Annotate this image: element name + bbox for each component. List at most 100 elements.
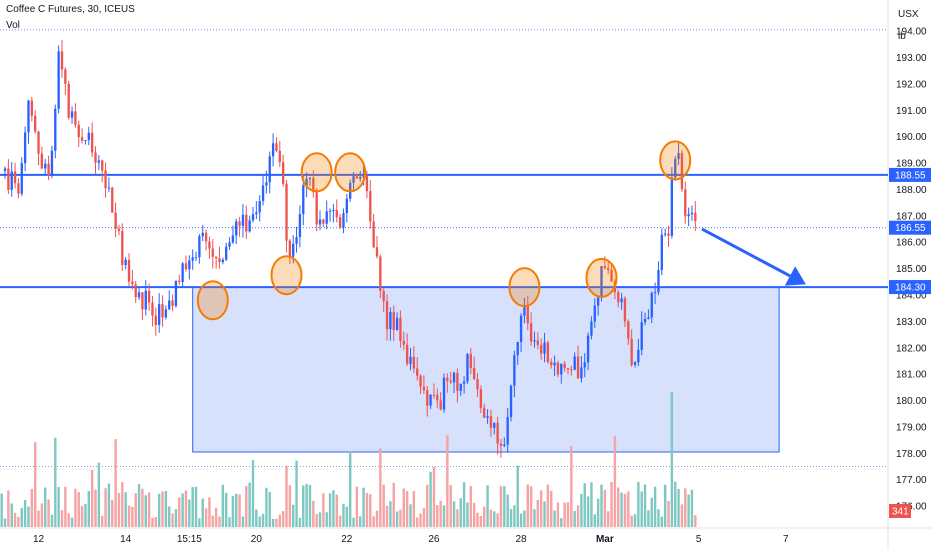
volume-bar [650,497,653,527]
highlight-circle[interactable] [585,257,618,298]
volume-bar [151,517,154,527]
volume-bar [268,492,271,527]
volume-bar [596,498,600,527]
volume-indicator-label[interactable]: Vol [6,20,20,31]
highlight-circle[interactable] [300,152,333,193]
candle-body [318,219,322,225]
volume-bar [23,499,27,527]
price-tick-label: 179.00 [896,422,927,433]
candle-body [459,383,462,391]
volume-bar [47,499,50,527]
highlight-circle[interactable] [270,255,303,296]
currency-label[interactable]: USX [898,9,919,20]
volume-bar [121,482,124,527]
volume-bar [44,487,47,527]
symbol-title[interactable]: Coffee C Futures, 30, ICEUS [6,4,135,15]
volume-bar [204,508,208,527]
volume-bar [127,505,131,527]
price-tick-label: 184.00 [896,290,927,301]
candle-body [516,342,519,356]
highlight-circle[interactable] [334,152,367,193]
time-axis[interactable]: 12 14 15:15 20 22 26 28 Mar 5 7 [33,534,789,545]
projection-arrow-line[interactable] [701,227,791,278]
demand-zone-rectangle[interactable] [192,286,780,453]
candle-body [231,235,235,243]
candle-body [191,257,194,261]
candle-body [111,187,114,213]
candle-body [385,301,389,330]
candle-body [178,280,181,283]
volume-bar [519,513,523,527]
candle-body [121,231,124,266]
volume-bar [670,392,674,527]
projection-arrow-head[interactable] [784,266,806,286]
candle-body [228,242,231,247]
candle-body [660,234,663,271]
candle-body [489,416,493,428]
highlight-circle[interactable] [508,267,541,308]
price-tick-label: 194.00 [896,27,927,38]
candle-body [556,362,560,375]
volume-bar [529,486,533,527]
volume-bar [285,465,288,527]
time-tick-label: 22 [341,534,353,545]
volume-bar [576,505,580,527]
candle-body [201,232,204,237]
candle-body [382,290,385,302]
candle-body [214,256,218,259]
volume-bar [117,493,121,527]
volume-bar [546,484,550,527]
volume-bar [550,490,553,527]
volume-bar [684,488,687,527]
candle-body [375,247,379,257]
time-tick-label: 14 [120,534,132,545]
highlight-circle[interactable] [659,140,692,181]
volume-bar [235,493,238,527]
volume-bar [422,507,426,527]
candle-body [640,322,643,350]
volume-bar [77,492,80,527]
volume-bar [603,489,607,527]
volume-bar [583,483,586,527]
candle-body [543,342,546,354]
volume-bar [419,513,422,527]
candle-body [174,280,178,306]
candle-body [596,297,600,306]
volume-bar [379,448,382,527]
volume-bar [251,460,255,527]
candle-body [439,400,442,410]
candle-body [161,304,164,318]
candle-body [519,315,523,343]
price-tick-label: 186.00 [896,238,927,249]
candle-body [238,221,241,226]
candle-body [566,368,570,370]
candle-body [553,362,556,366]
candle-body [550,361,553,366]
candle-body [80,137,84,141]
candlestick-series [3,39,697,458]
volume-bar [359,516,362,527]
volume-bar [506,494,509,527]
volume-bars [0,392,697,527]
volume-bar [479,516,483,527]
volume-bar [566,502,570,527]
volume-bar [647,510,650,527]
volume-bar [653,486,657,527]
volume-bar [147,492,151,527]
volume-bar [372,516,375,527]
candle-body [271,143,275,157]
volume-bar [432,466,436,527]
candle-body [168,300,171,310]
volume-bar [617,487,620,527]
volume-bar [37,510,40,527]
volume-bar [131,506,134,527]
candle-body [369,191,372,222]
highlight-circle[interactable] [196,280,229,321]
volume-bar [580,493,583,527]
volume-bar [325,512,328,527]
candle-body [235,221,238,236]
candle-body [141,292,144,310]
